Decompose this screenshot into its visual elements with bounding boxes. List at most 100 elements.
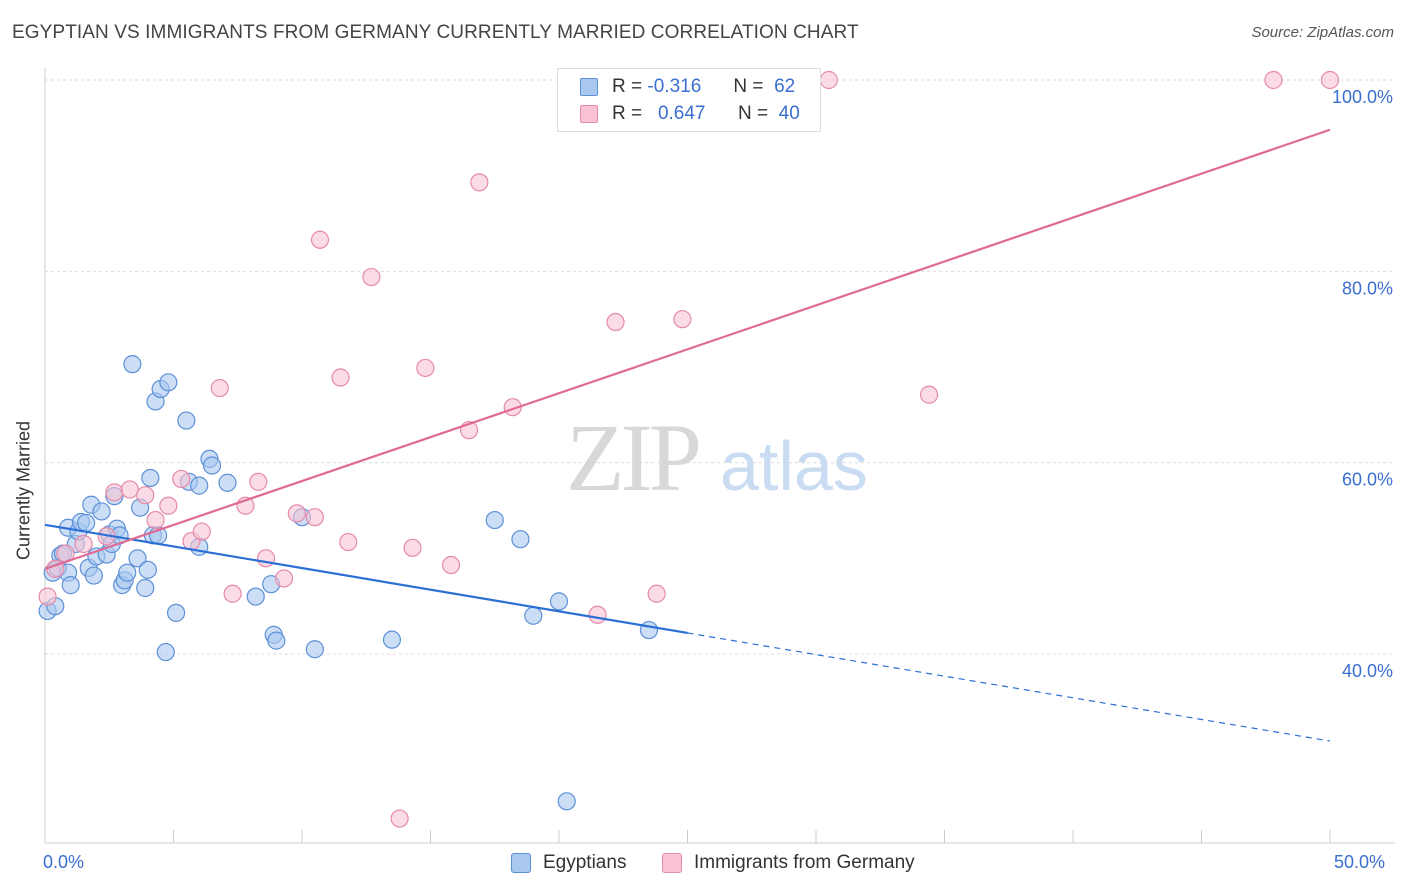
data-point	[105, 483, 124, 502]
y-axis-title-wrap: Currently Married	[4, 370, 44, 610]
data-point	[310, 230, 330, 249]
data-point	[588, 605, 607, 624]
data-point	[74, 534, 93, 554]
data-point	[218, 473, 237, 492]
legend-label-germany: Immigrants from Germany	[694, 852, 915, 873]
data-point	[485, 510, 504, 530]
r-value: -0.316	[647, 76, 702, 97]
data-point	[267, 631, 286, 650]
data-point	[223, 584, 242, 603]
r-value: 0.647	[657, 103, 706, 124]
y-axis-title: Currently Married	[13, 420, 34, 561]
data-point	[192, 522, 211, 541]
watermark-atlas: atlas	[720, 427, 868, 505]
legend-item-egyptians: Egyptians	[511, 852, 626, 874]
data-point	[172, 469, 191, 489]
legend-swatch-germany	[580, 105, 598, 123]
axes	[44, 68, 1395, 844]
data-point	[647, 584, 666, 603]
source-label: Source: ZipAtlas.com	[1251, 24, 1394, 41]
data-point	[673, 310, 692, 329]
data-point	[128, 549, 147, 568]
series-egyptians	[38, 355, 659, 811]
stats-legend-row-egyptians: R = -0.316 N = 62	[580, 75, 795, 99]
data-point	[84, 566, 103, 585]
legend-swatch-egyptians	[580, 78, 598, 96]
data-point	[177, 411, 196, 430]
data-point	[511, 530, 530, 549]
data-point	[210, 378, 229, 398]
data-point	[118, 563, 137, 582]
data-point	[256, 549, 276, 568]
data-point	[287, 504, 306, 523]
legend-swatch-germany	[662, 853, 682, 873]
n-value: 40	[778, 103, 800, 124]
data-point	[159, 496, 178, 515]
series-germany	[38, 70, 1340, 828]
data-point	[77, 513, 96, 533]
data-point	[141, 468, 160, 488]
data-point	[274, 569, 294, 588]
data-point	[120, 480, 139, 499]
y-tick-labels: 40.0% 60.0% 80.0% 100.0%	[1332, 87, 1393, 681]
y-tick-label: 100.0%	[1332, 87, 1393, 107]
data-point	[38, 587, 57, 606]
stats-legend-row-germany: R = 0.647 N = 40	[580, 102, 800, 126]
data-point	[639, 620, 659, 640]
x-tick-label-min: 0.0%	[43, 852, 85, 872]
watermark: ZIP atlas	[566, 404, 868, 511]
data-point	[92, 502, 111, 521]
legend-item-germany: Immigrants from Germany	[662, 852, 915, 874]
data-point	[390, 809, 409, 828]
data-point	[362, 267, 381, 287]
data-point	[606, 312, 625, 332]
r-label: R =	[612, 103, 643, 124]
data-point	[305, 508, 324, 527]
data-point	[136, 486, 155, 505]
data-point	[202, 456, 222, 475]
data-point	[159, 373, 178, 392]
watermark-zip: ZIP	[566, 404, 699, 511]
data-point	[549, 592, 569, 611]
data-point	[557, 792, 576, 811]
data-point	[249, 472, 268, 491]
data-point	[123, 355, 142, 374]
data-point	[524, 606, 543, 625]
data-point	[305, 640, 324, 659]
data-point	[190, 476, 209, 495]
data-point	[136, 578, 155, 598]
stats-legend: R = -0.316 N = 62 R = 0.647 N = 40	[557, 68, 821, 132]
data-point	[331, 368, 350, 387]
trend-line-egyptians	[44, 523, 688, 635]
data-point	[146, 510, 165, 530]
data-point	[166, 603, 186, 622]
data-point	[138, 560, 157, 579]
trend-lines	[44, 128, 1331, 742]
data-point	[1320, 70, 1340, 90]
y-tick-label: 60.0%	[1342, 470, 1393, 490]
data-point	[819, 70, 838, 90]
n-value: 62	[774, 76, 796, 97]
r-label: R =	[612, 76, 643, 97]
data-point	[246, 587, 265, 606]
x-tick-label-max: 50.0%	[1334, 852, 1386, 872]
data-point	[382, 630, 402, 649]
data-point	[1264, 70, 1283, 90]
data-point	[470, 173, 489, 192]
legend-swatch-egyptians	[511, 853, 531, 873]
data-point	[156, 642, 175, 662]
legend-label-egyptians: Egyptians	[543, 852, 627, 873]
y-tick-label: 40.0%	[1342, 661, 1393, 681]
chart-title: EGYPTIAN VS IMMIGRANTS FROM GERMANY CURR…	[12, 22, 859, 43]
data-point	[403, 538, 422, 557]
data-point	[416, 358, 435, 378]
data-point	[919, 385, 939, 404]
trend-line-germany	[44, 128, 1331, 570]
data-point	[339, 532, 358, 552]
y-tick-label: 80.0%	[1342, 278, 1393, 298]
trend-line-egyptians-extension	[687, 632, 1331, 742]
series-legend: Egyptians Immigrants from Germany	[0, 852, 1406, 878]
data-point	[441, 555, 461, 575]
n-label: N =	[737, 103, 769, 124]
